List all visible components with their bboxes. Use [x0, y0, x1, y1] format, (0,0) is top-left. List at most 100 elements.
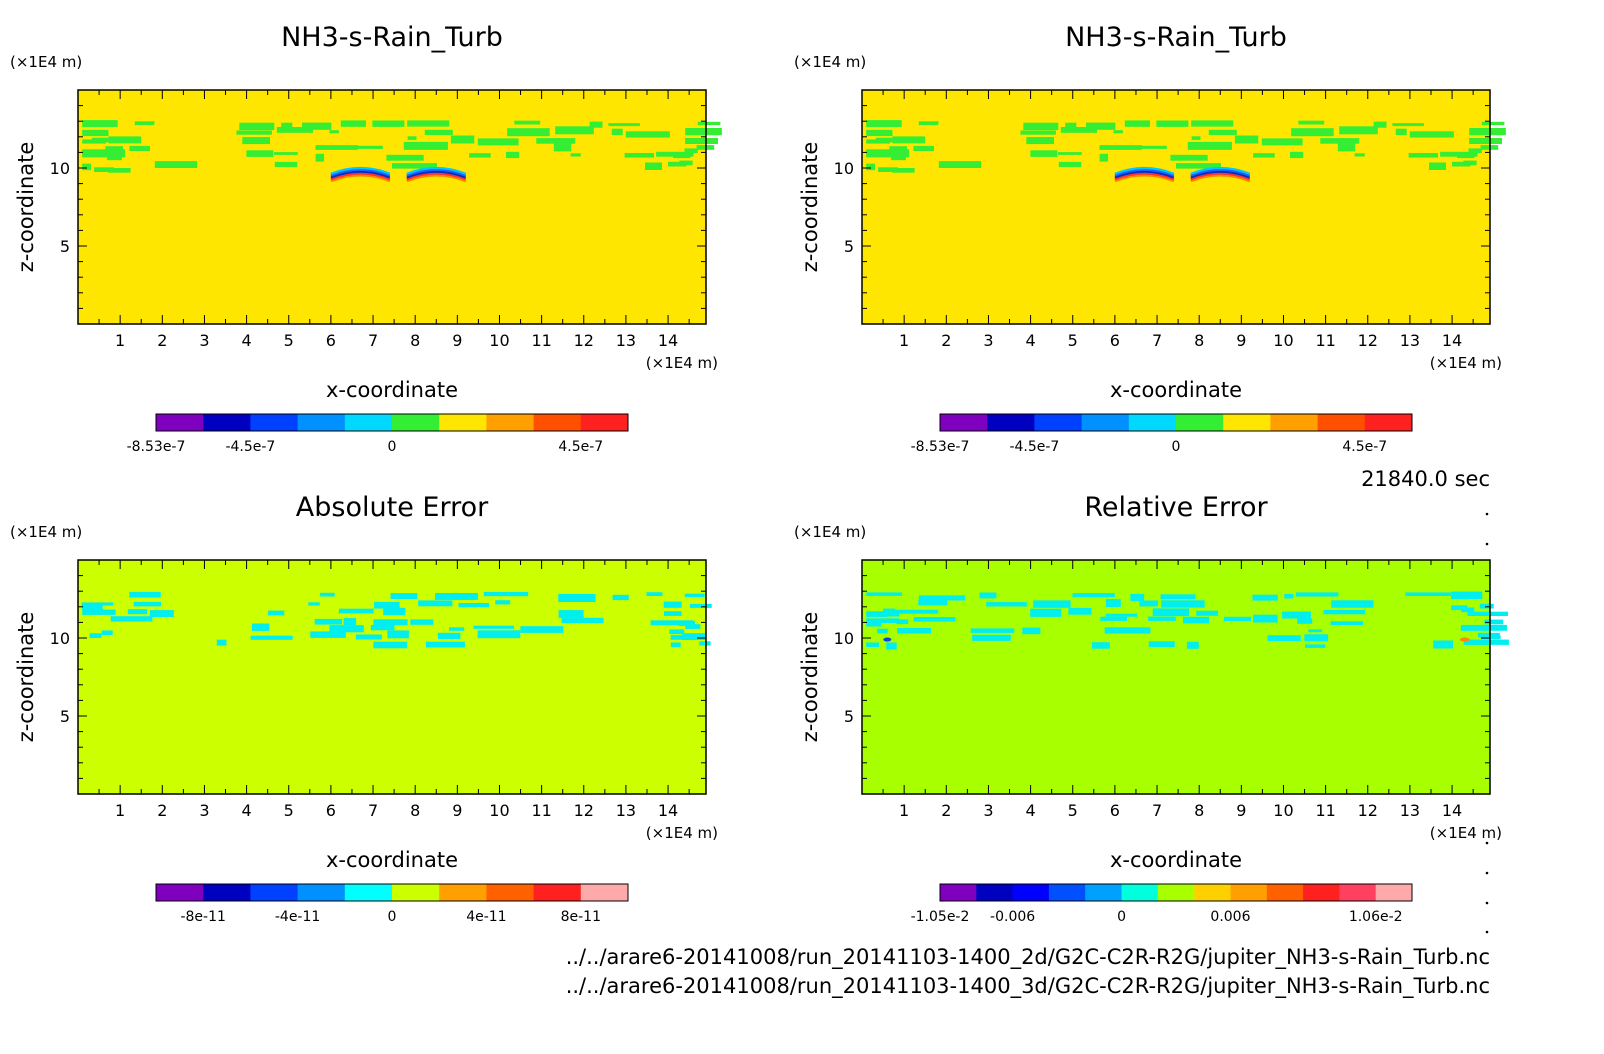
cloud-patch: [684, 148, 698, 154]
cloud-patch: [81, 602, 95, 608]
cloud-patch: [1099, 153, 1109, 162]
cloud-patch: [308, 602, 320, 606]
y-unit-label: (×1E4 m): [794, 523, 866, 541]
x-tick-label: 9: [452, 801, 462, 820]
colorbar-bin: [987, 414, 1035, 431]
x-tick-label: 7: [368, 801, 378, 820]
cloud-patch: [82, 605, 103, 611]
y-tick-label: 10: [834, 629, 854, 648]
colorbar-bin: [1230, 884, 1268, 901]
edge-dot: [1485, 871, 1489, 875]
cloud-patch: [1469, 138, 1502, 144]
cloud-patch: [1457, 153, 1475, 159]
colorbar-bin: [1339, 884, 1377, 901]
x-tick-label: 6: [1110, 801, 1120, 820]
x-axis-label: x-coordinate: [1110, 848, 1242, 872]
cloud-patch: [1354, 153, 1365, 157]
cloud-patch: [370, 624, 395, 631]
cloud-patch: [689, 603, 712, 608]
colorbar-bin: [1121, 884, 1159, 901]
cloud-patch: [1267, 635, 1301, 641]
plot-frame: [77, 89, 707, 325]
anomaly-arc: [406, 174, 467, 183]
cloud-patch: [558, 594, 596, 602]
anomaly-arc: [330, 168, 391, 177]
colorbar-bin: [1085, 884, 1122, 901]
anomaly-arc: [330, 170, 391, 179]
colorbar-bin: [1194, 884, 1231, 901]
cloud-patch: [1234, 135, 1259, 144]
colorbar-frame: [939, 883, 1413, 902]
cloud-patch: [82, 120, 118, 127]
cloud-patch: [1130, 593, 1145, 602]
cloud-patch: [886, 642, 897, 650]
cloud-patch: [678, 621, 695, 626]
y-axis-label: z-coordinate: [14, 612, 38, 743]
colorbar-bin: [250, 414, 299, 431]
anomaly-arc: [406, 166, 467, 175]
field-background: [78, 90, 706, 324]
cloud-patch: [1113, 130, 1123, 134]
cloud-patch: [894, 609, 939, 614]
cloud-patch: [1252, 594, 1278, 601]
x-unit-label: (×1E4 m): [646, 824, 718, 842]
cloud-patch: [216, 639, 227, 646]
cloud-patch: [561, 617, 604, 624]
x-tick-label: 8: [1194, 801, 1204, 820]
cloud-patch: [1161, 600, 1205, 608]
cloud-patch: [1186, 641, 1199, 649]
cloud-patch: [1298, 120, 1325, 125]
edge-dot: [1485, 542, 1489, 546]
y-tick-label: 10: [50, 159, 70, 178]
cloud-patch: [624, 153, 654, 158]
cloud-patch: [329, 130, 339, 134]
cloud-patch: [1022, 627, 1041, 635]
cloud-patch: [670, 642, 681, 648]
cloud-patch: [1030, 150, 1058, 157]
cloud-patch: [274, 161, 298, 168]
x-tick-label: 5: [1068, 331, 1078, 350]
chart-title: NH3-s-Rain_Turb: [281, 22, 503, 53]
cloud-patch: [320, 592, 335, 597]
cloud-patch: [514, 120, 541, 125]
cloud-patch: [1392, 123, 1424, 127]
colorbar-bin: [1176, 414, 1224, 431]
x-tick-label: 10: [1273, 331, 1293, 350]
colorbar-bin: [203, 414, 251, 431]
colorbar-bin: [580, 884, 629, 901]
cloud-patch: [1191, 120, 1234, 127]
cloud-patch: [268, 610, 285, 616]
anomaly-arc: [1190, 168, 1251, 177]
colorbar-bin: [976, 884, 1014, 901]
chart-panel-3: Absolute Error(×1E4 m)1 2 3 4 5 6 7 8 9 10 11 12 13 1…: [10, 492, 718, 925]
cloud-patch: [236, 130, 272, 135]
cloud-patch: [1451, 605, 1468, 611]
cloud-patch: [1479, 603, 1494, 609]
cloud-patch: [608, 123, 640, 127]
cloud-patch: [536, 138, 576, 144]
cloud-patch: [372, 120, 405, 127]
cloud-patch: [520, 626, 564, 633]
colorbar-frame: [155, 883, 629, 902]
anomaly-arc: [1190, 172, 1251, 181]
colorbar-bin: [156, 414, 204, 431]
cloud-patch: [866, 592, 902, 596]
x-tick-label: 14: [658, 331, 678, 350]
cloud-patch: [892, 136, 926, 144]
cloud-patch: [1086, 122, 1116, 130]
cloud-patch: [392, 163, 437, 169]
cloud-patch: [685, 138, 718, 144]
edge-dot: [1485, 930, 1489, 934]
anomaly-arc: [1114, 174, 1175, 183]
cloud-patch: [1139, 600, 1158, 607]
colorbar-label: 0: [1172, 439, 1181, 455]
x-tick-label: 6: [326, 331, 336, 350]
cloud-patch: [972, 634, 1011, 641]
colorbar-bin: [580, 414, 629, 431]
colorbar-bin: [439, 414, 487, 431]
cloud-patch: [913, 617, 956, 622]
y-tick-label: 5: [60, 237, 70, 256]
chart-panel-2: NH3-s-Rain_Turb(×1E4 m)1 2 3 4 5 6 7 8 9 10 11 12 13…: [794, 22, 1506, 455]
colorbar-bin: [392, 414, 440, 431]
